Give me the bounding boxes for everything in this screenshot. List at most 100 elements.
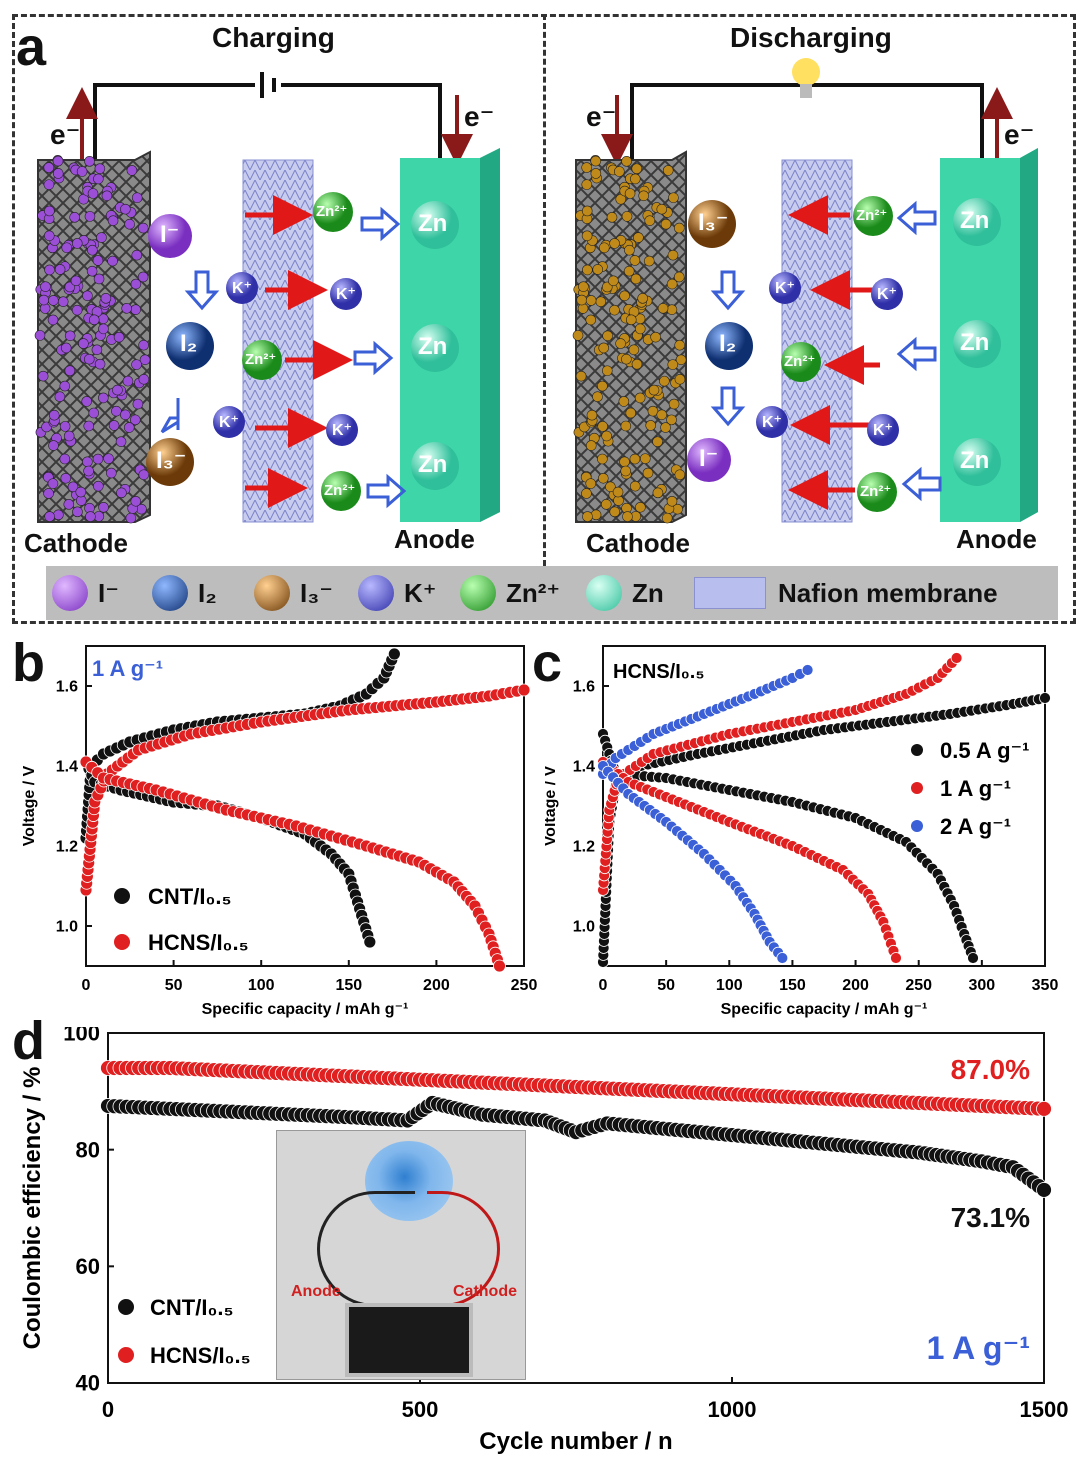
discharging-k-label-2: K⁺ bbox=[877, 286, 897, 303]
cathode-particle bbox=[63, 499, 75, 510]
cathode-particle bbox=[620, 420, 632, 432]
cathode-particle bbox=[34, 330, 46, 341]
cathode-particle bbox=[618, 396, 630, 407]
cathode-particle bbox=[106, 467, 117, 479]
charging-cathode-label: Cathode bbox=[24, 528, 128, 558]
cathode-particle bbox=[48, 295, 59, 306]
y-tick-label: 100 bbox=[63, 1027, 100, 1046]
cathode-particle bbox=[644, 215, 656, 226]
cathode-particle bbox=[592, 391, 603, 403]
cathode-particle bbox=[598, 242, 610, 254]
x-tick-label: 350 bbox=[1032, 977, 1059, 994]
y-tick-label: 1.4 bbox=[56, 759, 78, 776]
cathode-particle bbox=[60, 472, 72, 484]
legend-marker bbox=[118, 1347, 134, 1363]
discharging-hollow-arrows bbox=[710, 200, 942, 502]
cathode-particle bbox=[47, 314, 59, 326]
discharging-title: Discharging bbox=[730, 22, 892, 53]
cathode-particle bbox=[643, 255, 655, 267]
cathode-particle bbox=[71, 304, 83, 316]
discharging-electron-right: e⁻ bbox=[1004, 119, 1035, 150]
legend-marker bbox=[911, 820, 923, 832]
data-point bbox=[776, 952, 789, 964]
potassium-icon bbox=[358, 575, 394, 611]
cathode-particle bbox=[592, 264, 604, 275]
cathode-particle bbox=[630, 273, 642, 285]
cathode-particle bbox=[656, 409, 668, 421]
cathode-particle bbox=[628, 344, 640, 356]
cathode-particle bbox=[107, 255, 118, 267]
cathode-particle bbox=[621, 211, 633, 222]
y-tick-label: 80 bbox=[76, 1137, 100, 1162]
cathode-particle bbox=[84, 211, 96, 222]
charging-iodide-label: I⁻ bbox=[160, 221, 180, 248]
battery-photo-inset: Anode Cathode bbox=[276, 1130, 526, 1380]
cathode-particle bbox=[631, 358, 643, 370]
cathode-particle bbox=[674, 339, 686, 351]
cathode-particle bbox=[612, 486, 624, 498]
cathode-particle bbox=[660, 422, 671, 433]
cathode-particle bbox=[130, 495, 142, 507]
chart-c: 0 50 100 150 200 250 300 350 1.0 1.2 1.4 1.6 Specifi… bbox=[545, 645, 1059, 1018]
x-tick-label: 200 bbox=[842, 977, 869, 994]
cathode-particle bbox=[578, 281, 589, 292]
data-point bbox=[890, 952, 902, 964]
iodide-icon bbox=[52, 575, 88, 611]
cathode-particle bbox=[585, 440, 597, 451]
cathode-particle bbox=[666, 414, 677, 426]
x-tick-label: 1000 bbox=[708, 1397, 757, 1422]
cathode-particle bbox=[101, 190, 113, 202]
x-tick-label: 50 bbox=[165, 977, 183, 994]
cathode-particle bbox=[44, 230, 55, 242]
inset-cathode-label: Cathode bbox=[453, 1283, 517, 1300]
data-point bbox=[1036, 1182, 1052, 1198]
charging-electron-left: e⁻ bbox=[50, 119, 81, 150]
cathode-particle bbox=[54, 264, 66, 275]
discharging-zn2-label-1: Zn²⁺ bbox=[856, 207, 888, 224]
cathode-particle bbox=[633, 232, 644, 243]
cathode-particle bbox=[590, 155, 602, 167]
cathode-particle bbox=[100, 293, 112, 304]
y-tick-label: 1.6 bbox=[56, 679, 78, 696]
y-tick-label: 60 bbox=[76, 1254, 100, 1279]
cathode-particle bbox=[657, 303, 669, 314]
cathode-particle bbox=[629, 480, 641, 492]
cathode-particle bbox=[88, 314, 100, 326]
cathode-particle bbox=[666, 304, 678, 315]
cathode-particle bbox=[139, 354, 151, 366]
charging-k-label-2: K⁺ bbox=[336, 286, 356, 303]
cathode-particle bbox=[609, 506, 621, 518]
charging-k-label-4: K⁺ bbox=[332, 422, 352, 439]
cathode-particle bbox=[91, 344, 103, 356]
cathode-particle bbox=[83, 465, 94, 477]
cathode-particle bbox=[647, 405, 659, 417]
cathode-particle bbox=[585, 478, 597, 489]
cathode-particle bbox=[43, 488, 54, 499]
y-tick-label: 1.0 bbox=[56, 919, 78, 936]
charging-zn-label-2: Zn bbox=[418, 333, 448, 360]
cathode-particle bbox=[64, 365, 76, 377]
cathode-particle bbox=[111, 405, 122, 417]
cathode-particle bbox=[581, 162, 592, 173]
cathode-particle bbox=[674, 222, 685, 234]
y-axis-label: Voltage / V bbox=[545, 765, 559, 846]
data-point bbox=[1036, 1100, 1052, 1117]
cathode-particle bbox=[667, 249, 679, 261]
cathode-particle bbox=[85, 511, 96, 522]
cathode-particle bbox=[629, 453, 641, 465]
cathode-particle bbox=[581, 179, 593, 190]
x-axis-label: Specific capacity / mAh g⁻¹ bbox=[202, 1001, 409, 1018]
legend-item-potassium: K⁺ bbox=[358, 566, 437, 620]
cathode-particle bbox=[124, 218, 135, 230]
cathode-particle bbox=[634, 392, 646, 404]
x-tick-label: 0 bbox=[102, 1397, 114, 1422]
cathode-particle bbox=[72, 506, 83, 518]
cathode-particle bbox=[44, 511, 55, 522]
triiodide-icon bbox=[254, 575, 290, 611]
cathode-particle bbox=[98, 502, 109, 513]
legend-label: 2 A g⁻¹ bbox=[940, 814, 1011, 839]
cathode-particle bbox=[137, 222, 149, 234]
panel-d-letter: d bbox=[12, 1011, 45, 1071]
x-tick-label: 150 bbox=[779, 977, 806, 994]
chart-b-rate-annotation: 1 A g⁻¹ bbox=[92, 656, 163, 681]
